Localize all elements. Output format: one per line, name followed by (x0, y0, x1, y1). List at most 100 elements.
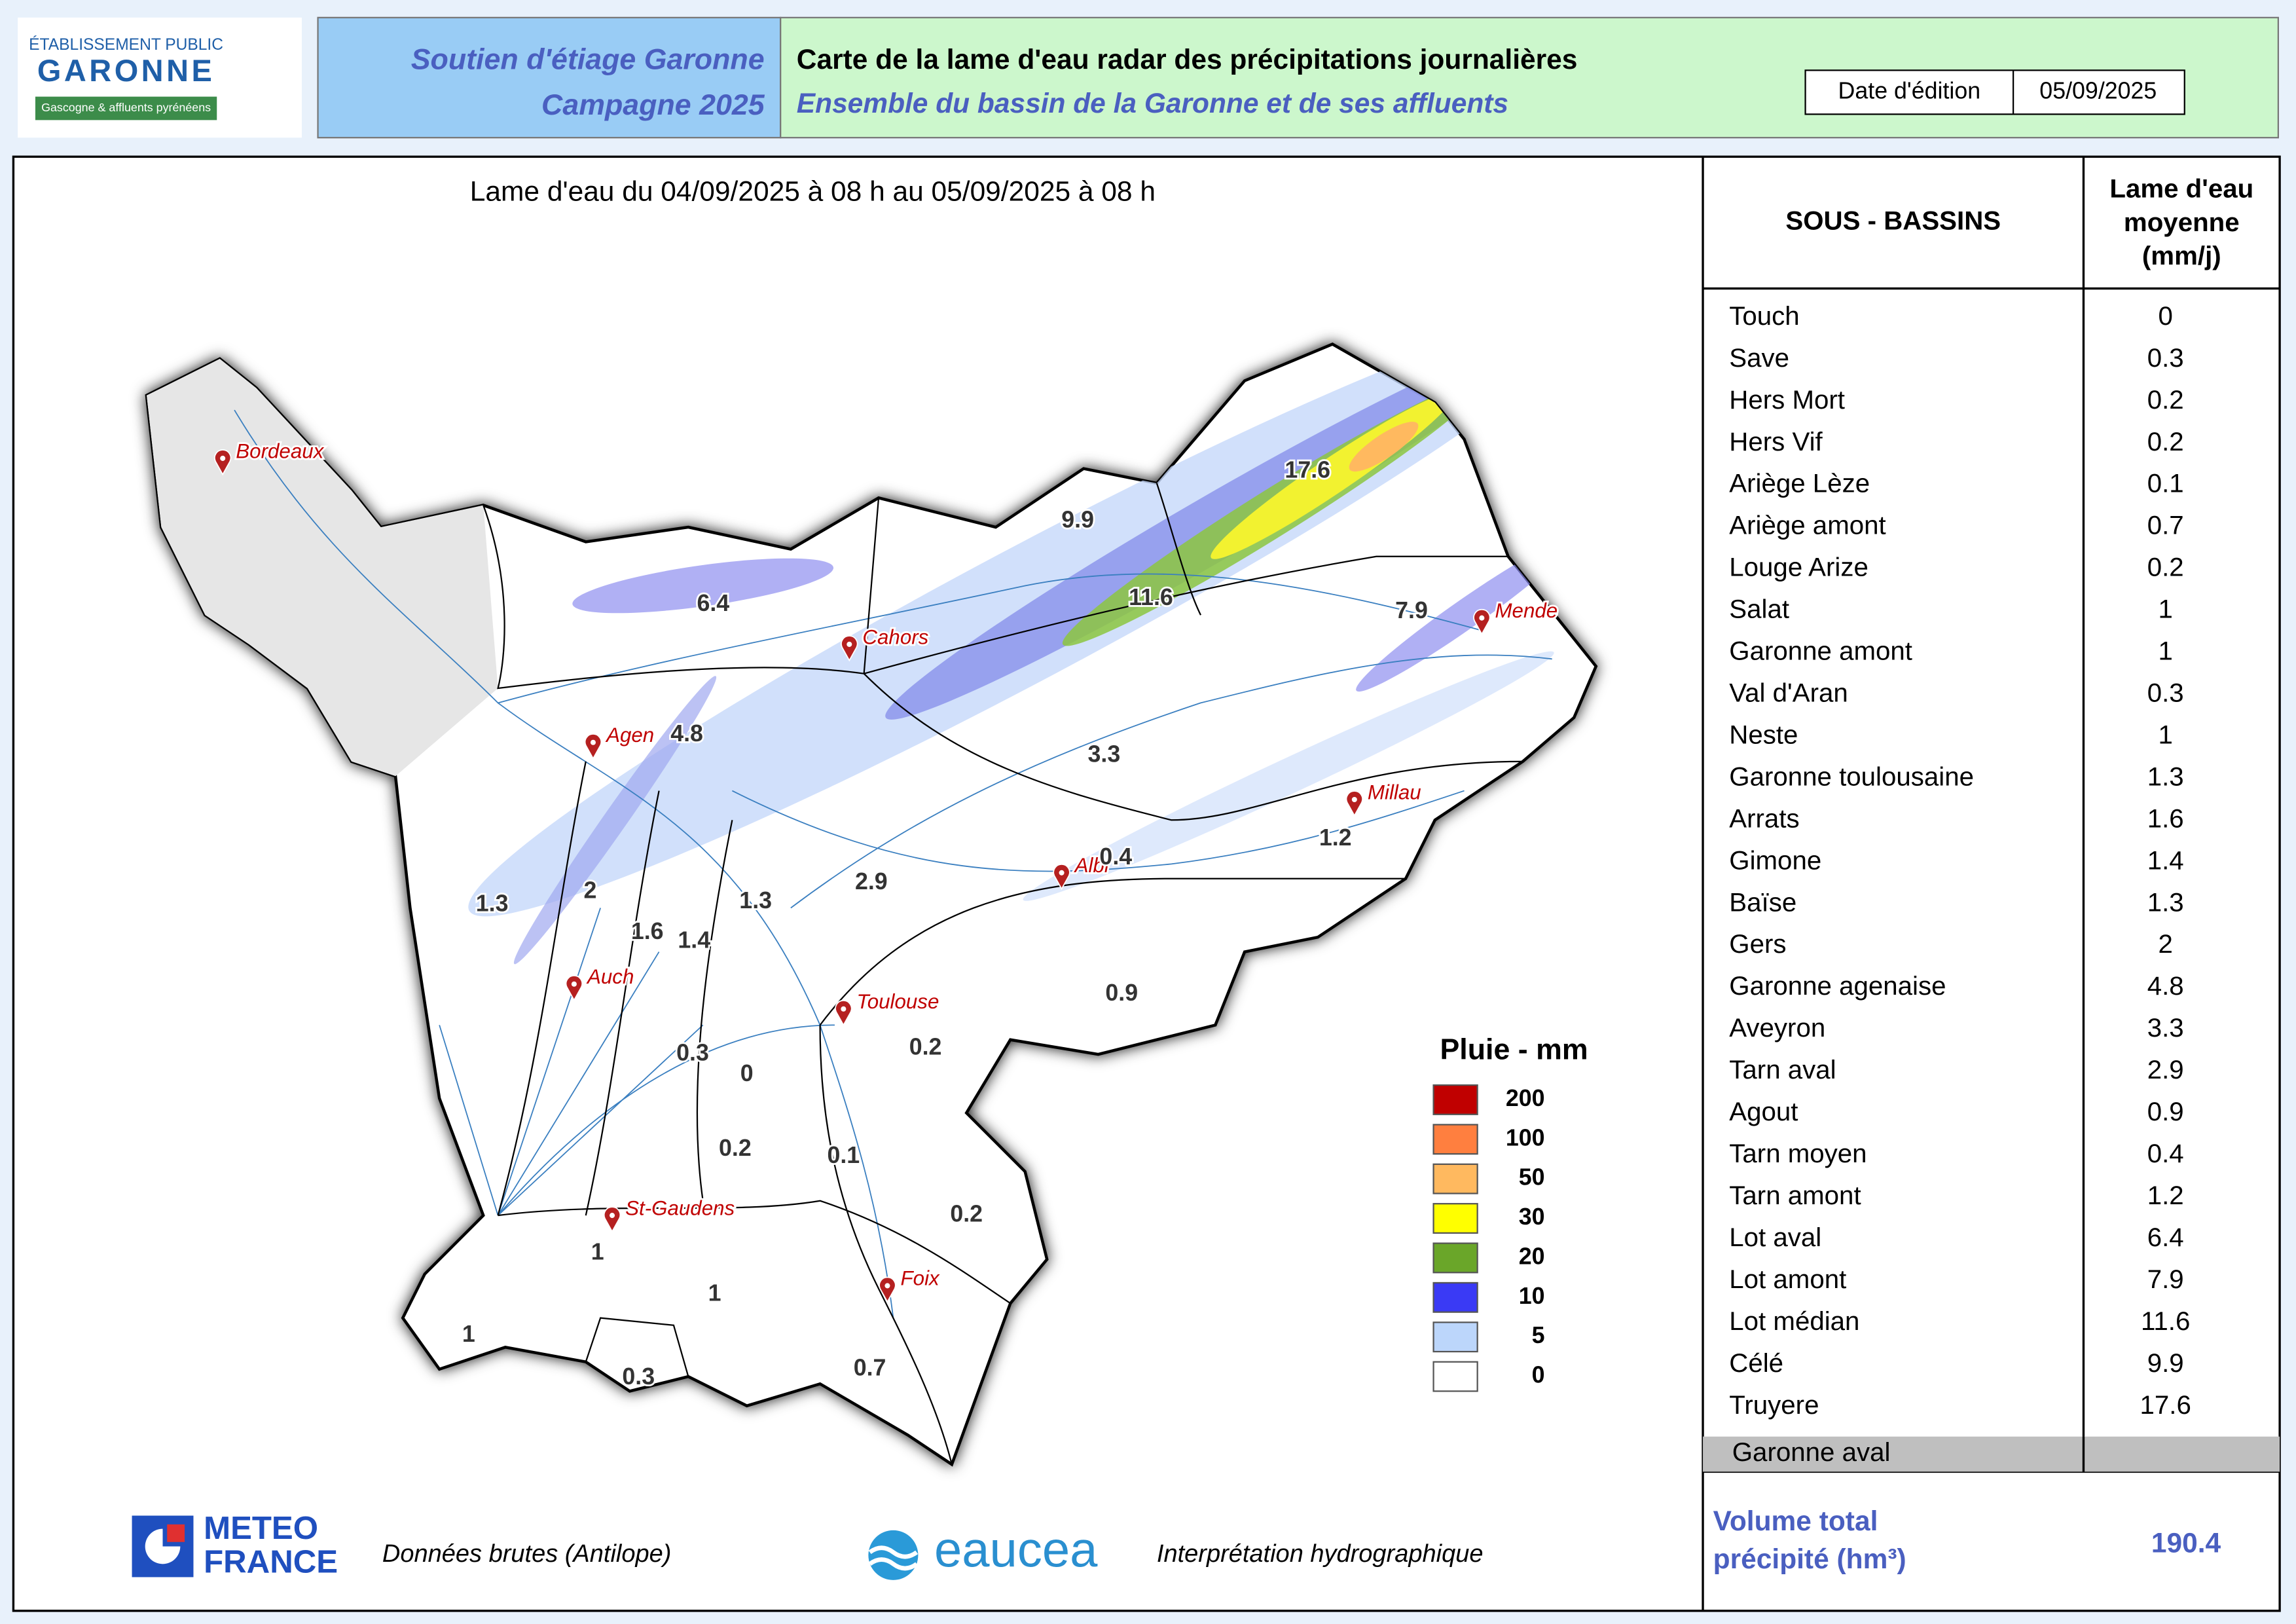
city-marker (1473, 608, 1491, 636)
city-marker (214, 449, 232, 476)
row-value: 0.9 (2147, 1097, 2184, 1126)
basin-value: 0.7 (854, 1354, 886, 1380)
sub-basin-borders (483, 483, 1523, 1465)
city-marker (610, 1213, 615, 1219)
city-marker (879, 1276, 896, 1303)
rain-band (1356, 538, 1573, 692)
row-name: Truyere (1729, 1390, 1819, 1420)
legend-label: 50 (1519, 1164, 1545, 1190)
legend-swatch (1432, 1321, 1478, 1353)
date-label: Date d'édition (1838, 77, 1981, 103)
basin-value: 4.8 (670, 720, 703, 747)
title: Carte de la lame d'eau radar des précipi… (797, 45, 1578, 75)
city-label: Bordeaux (236, 439, 324, 462)
basin-value: 0.3 (676, 1040, 709, 1066)
row-value: 1.3 (2147, 887, 2184, 917)
meteo-logo (145, 1528, 181, 1564)
city-label: Agen (605, 724, 654, 747)
row-value: 9.9 (2147, 1348, 2184, 1378)
city-marker (884, 1283, 890, 1289)
legend-swatch (1432, 1203, 1478, 1234)
row-value: 3.3 (2147, 1013, 2184, 1043)
legend-label: 5 (1532, 1322, 1545, 1348)
row-name: Lot amont (1729, 1264, 1846, 1294)
basin-value: 0.9 (1105, 980, 1138, 1006)
row-value: 0.3 (2147, 343, 2184, 373)
rain-band (1023, 651, 1554, 901)
logo-band (35, 96, 217, 120)
basin-value: 2.9 (855, 868, 888, 895)
rain-band (1349, 422, 1419, 472)
basin-value: 1 (591, 1239, 604, 1265)
row-value: 1.2 (2147, 1181, 2184, 1210)
basin-value: 0.1 (827, 1142, 860, 1168)
legend-label: 100 (1506, 1124, 1545, 1151)
legend-swatch (1432, 1361, 1478, 1392)
row-value: 1.4 (2147, 845, 2184, 875)
row-value: 1 (2158, 637, 2172, 666)
volume-label: Volume total (1713, 1506, 1878, 1537)
basin-value: 0.3 (622, 1363, 655, 1390)
row-value: 1.3 (2147, 762, 2184, 791)
basin-value: 0 (740, 1060, 754, 1086)
legend-label: 10 (1519, 1283, 1545, 1309)
volume: 190.4 (2151, 1528, 2221, 1559)
city-label: Albi (1074, 854, 1110, 877)
row-value: 0.1 (2147, 469, 2184, 498)
row-value: 0.3 (2147, 678, 2184, 708)
volume-label: précipité (hm³) (1713, 1544, 1906, 1575)
row-value: 2.9 (2147, 1055, 2184, 1084)
basin-value: 1.2 (1319, 824, 1352, 851)
eaucea-logo (868, 1557, 919, 1571)
row-name: Garonne toulousaine (1729, 762, 1974, 791)
city-label: Mende (1495, 599, 1558, 622)
legend-swatch (1432, 1124, 1478, 1155)
eaucea-text: eaucea (934, 1522, 1098, 1578)
rivers (234, 409, 1552, 1318)
last-row (1703, 1436, 2280, 1472)
basin-value: 1.6 (631, 918, 664, 944)
row-name: Val d'Aran (1729, 678, 1848, 708)
row-value: 0.4 (2147, 1139, 2184, 1168)
row-name: Agout (1729, 1097, 1798, 1126)
legend-label: 20 (1519, 1243, 1545, 1269)
row-value: 1 (2158, 595, 2172, 624)
row-name: Touch (1729, 301, 1799, 331)
row-name: Tarn moyen (1729, 1139, 1867, 1168)
row-name: Tarn amont (1729, 1181, 1861, 1210)
legend-label: 30 (1519, 1204, 1545, 1230)
row-name: Save (1729, 343, 1789, 373)
city-label: Foix (901, 1267, 940, 1290)
basin-value: 3.3 (1088, 741, 1121, 767)
city-marker (1053, 864, 1070, 891)
basin-value: 2 (584, 877, 597, 903)
row-name: Gers (1729, 929, 1786, 959)
source-text: Données brutes (Antilope) (382, 1540, 671, 1568)
legend-label: 200 (1506, 1085, 1545, 1111)
basin-value: 1.4 (678, 927, 710, 953)
basin-value: 7.9 (1395, 597, 1428, 623)
row-value: 4.8 (2147, 971, 2184, 1001)
period: Lame d'eau du 04/09/2025 à 08 h au 05/09… (470, 176, 1156, 207)
city-label: Cahors (862, 625, 928, 648)
basin-value: 1.3 (476, 890, 509, 916)
map: Bordeaux Cahors Agen Mende Millau Albi Auch Tou… (147, 261, 1612, 1464)
row-name: Lot médian (1729, 1306, 1859, 1336)
city-label: Auch (586, 965, 634, 988)
row-value: 7.9 (2147, 1264, 2184, 1294)
row-value: 0 (2158, 301, 2172, 331)
city-marker (571, 981, 577, 987)
row-name: Hers Mort (1729, 385, 1845, 415)
basin-value: 6.4 (697, 590, 729, 616)
logo-text: GARONNE (37, 53, 215, 88)
header-text: Campagne 2025 (541, 89, 765, 121)
legend-swatch (1432, 1084, 1478, 1115)
row-value: 17.6 (2140, 1390, 2191, 1420)
meteo-text: FRANCE (204, 1543, 338, 1579)
eaucea-logo (868, 1545, 919, 1559)
row-name: Gimone (1729, 845, 1821, 875)
basin-value: 1 (462, 1321, 475, 1347)
row-value: 6.4 (2147, 1223, 2184, 1252)
